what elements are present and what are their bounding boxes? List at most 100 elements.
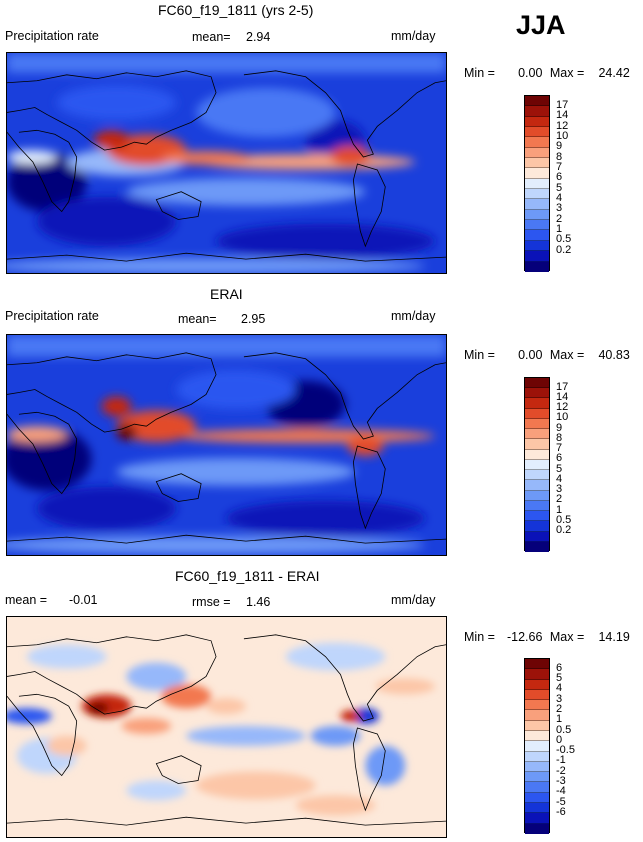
- colorbar-swatch: [525, 470, 549, 481]
- colorbar-tick-label: 2: [556, 702, 563, 715]
- panel3-title: FC60_f19_1811 - ERAI: [175, 568, 320, 584]
- colorbar-swatch: [525, 220, 549, 231]
- colorbar-swatch: [525, 96, 549, 107]
- panel1-field: [7, 53, 446, 273]
- panel3-rmse-label: rmse =: [192, 595, 231, 609]
- colorbar-tick-label: 6: [556, 452, 563, 465]
- panel2-colorbar: [524, 377, 550, 552]
- colorbar-tick-label: 12: [556, 401, 569, 414]
- panel2-min-value: 0.00: [518, 348, 543, 362]
- panel2-field: [7, 335, 446, 555]
- colorbar-tick-label: 8: [556, 431, 563, 444]
- colorbar-swatch: [525, 147, 549, 159]
- colorbar-swatch: [525, 240, 549, 252]
- colorbar-swatch: [525, 679, 549, 690]
- colorbar-tick-label: 0.2: [556, 524, 572, 537]
- colorbar-tick-label: 3: [556, 202, 563, 215]
- panel1-map: [6, 52, 447, 274]
- colorbar-tick-label: 0.2: [556, 243, 572, 256]
- colorbar-tick-label: -2: [556, 764, 566, 777]
- colorbar-swatch: [525, 813, 549, 824]
- panel2-max-value: 40.83: [598, 348, 630, 362]
- panel1-coastlines: [7, 70, 446, 262]
- panel1-min-value: 0.00: [518, 66, 543, 80]
- colorbar-swatch: [525, 823, 549, 834]
- colorbar-tick-label: 3: [556, 692, 563, 705]
- colorbar-swatch: [525, 531, 549, 542]
- colorbar-swatch: [525, 230, 549, 241]
- colorbar-tick-label: 1: [556, 713, 563, 726]
- colorbar-tick-label: 1: [556, 503, 563, 516]
- colorbar-swatch: [525, 106, 549, 117]
- colorbar-tick-label: -6: [556, 805, 566, 818]
- panel2-mean-value: 2.95: [241, 312, 266, 326]
- colorbar-tick-label: 5: [556, 462, 563, 475]
- colorbar-swatch: [525, 490, 549, 501]
- colorbar-swatch: [525, 741, 549, 752]
- panel1-map-svg: [7, 53, 446, 273]
- colorbar-tick-label: 10: [556, 411, 569, 424]
- colorbar-tick-label: 17: [556, 380, 569, 393]
- colorbar-tick-label: -3: [556, 775, 566, 788]
- colorbar-swatch: [525, 209, 549, 221]
- panel2-units: mm/day: [391, 309, 436, 323]
- panel3-minmax: Min = -12.66 Max = 14.19: [464, 630, 630, 644]
- panel2-map-svg: [7, 335, 446, 555]
- panel3-coastlines: [7, 634, 446, 826]
- colorbar-tick-label: 7: [556, 160, 563, 173]
- panel1-mean-value: 2.94: [246, 30, 271, 44]
- colorbar-swatch: [525, 689, 549, 701]
- colorbar-swatch: [525, 761, 549, 773]
- panel1-max-value: 24.42: [598, 66, 630, 80]
- panel2-min-label: Min =: [464, 348, 495, 362]
- colorbar-swatch: [525, 398, 549, 409]
- panel3-map-svg: [7, 617, 446, 837]
- colorbar-swatch: [525, 720, 549, 731]
- colorbar-tick-label: 4: [556, 192, 563, 205]
- panel3-mean-value: -0.01: [69, 593, 98, 607]
- colorbar-tick-label: 9: [556, 421, 563, 434]
- panel3-field: [7, 642, 436, 816]
- colorbar-swatch: [525, 669, 549, 680]
- colorbar-tick-label: -0.5: [556, 744, 575, 757]
- panel2-variable-label: Precipitation rate: [5, 309, 99, 323]
- panel3-min-label: Min =: [464, 630, 495, 644]
- colorbar-tick-label: 0.5: [556, 723, 572, 736]
- panel3-max-label: Max =: [549, 630, 585, 644]
- panel1-colorbar: [524, 95, 550, 272]
- colorbar-tick-label: 1: [556, 223, 563, 236]
- colorbar-swatch: [525, 730, 549, 742]
- colorbar-swatch: [525, 116, 549, 128]
- panel3-rmse-value: 1.46: [246, 595, 271, 609]
- colorbar-tick-label: 4: [556, 472, 563, 485]
- colorbar-swatch: [525, 710, 549, 721]
- colorbar-tick-label: 3: [556, 483, 563, 496]
- colorbar-swatch: [525, 199, 549, 210]
- colorbar-swatch: [525, 137, 549, 148]
- colorbar-tick-label: 12: [556, 119, 569, 132]
- colorbar-swatch: [525, 772, 549, 783]
- colorbar-tick-label: 14: [556, 390, 569, 403]
- colorbar-tick-label: 9: [556, 140, 563, 153]
- colorbar-tick-label: 5: [556, 181, 563, 194]
- panel3-mean-label: mean =: [5, 593, 48, 607]
- panel3-max-value: 14.19: [598, 630, 630, 644]
- panel2-minmax: Min = 0.00 Max = 40.83: [464, 348, 630, 362]
- colorbar-swatch: [525, 511, 549, 522]
- colorbar-swatch: [525, 251, 549, 262]
- panel2-mean-label: mean=: [178, 312, 217, 326]
- colorbar-tick-label: 0: [556, 733, 563, 746]
- colorbar-tick-label: 17: [556, 98, 569, 111]
- colorbar-swatch: [525, 158, 549, 169]
- colorbar-tick-label: 0.5: [556, 233, 572, 246]
- colorbar-tick-label: 2: [556, 212, 563, 225]
- colorbar-swatch: [525, 439, 549, 450]
- colorbar-swatch: [525, 418, 549, 430]
- colorbar-tick-label: 6: [556, 171, 563, 184]
- colorbar-tick-label: 4: [556, 682, 563, 695]
- colorbar-tick-label: 6: [556, 661, 563, 674]
- panel2-title: ERAI: [210, 286, 243, 302]
- colorbar-swatch: [525, 168, 549, 179]
- panel3-min-value: -12.66: [506, 630, 543, 644]
- panel1-max-label: Max =: [549, 66, 585, 80]
